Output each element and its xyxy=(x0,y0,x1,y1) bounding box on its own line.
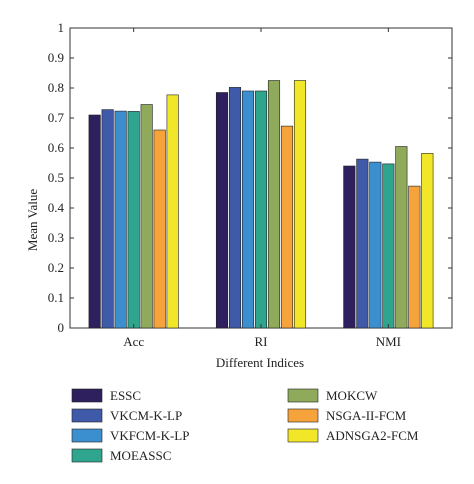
legend-item: MOEASSC xyxy=(71,448,171,463)
bar-vkfcm-k-lp-acc xyxy=(114,110,127,329)
bar-moeassc-ri xyxy=(254,90,268,329)
legend-label: NSGA-II-FCM xyxy=(326,408,407,423)
bar-essc-nmi xyxy=(343,165,356,329)
bar-vkfcm-k-lp-nmi xyxy=(369,161,382,329)
bar-vkfcm-k-lp-ri xyxy=(241,90,255,329)
bar-vkcm-k-lp-nmi xyxy=(356,158,369,329)
y-tick-label: 0.1 xyxy=(48,290,64,305)
legend-item: VKCM-K-LP xyxy=(71,408,182,423)
legend-item: ESSC xyxy=(71,388,141,403)
bar-moeassc-nmi xyxy=(382,163,395,329)
x-tick-label: Acc xyxy=(123,334,144,349)
y-tick-label: 0.9 xyxy=(48,50,64,65)
y-tick-label: 0.4 xyxy=(48,200,65,215)
bar-nsga-ii-fcm-ri xyxy=(280,125,294,329)
bar-essc-ri xyxy=(215,92,229,329)
x-tick-label: RI xyxy=(255,334,268,349)
y-tick-label: 0.2 xyxy=(48,260,64,275)
y-tick-label: 0 xyxy=(58,320,65,335)
bar-adnsga2-fcm-nmi xyxy=(421,153,434,329)
legend-swatch xyxy=(71,408,103,423)
x-axis-title: Different Indices xyxy=(216,355,304,370)
legend-label: MOEASSC xyxy=(110,448,171,463)
y-tick-label: 0.3 xyxy=(48,230,64,245)
legend-swatch xyxy=(71,428,103,443)
y-tick-label: 0.8 xyxy=(48,80,64,95)
legend-label: VKFCM-K-LP xyxy=(110,428,189,443)
y-tick-label: 0.6 xyxy=(48,140,65,155)
bar-vkcm-k-lp-ri xyxy=(228,87,242,329)
legend-item: VKFCM-K-LP xyxy=(71,428,189,443)
legend-swatch xyxy=(287,408,319,423)
legend-label: ADNSGA2-FCM xyxy=(326,428,419,443)
bar-vkcm-k-lp-acc xyxy=(101,109,114,329)
bar-adnsga2-fcm-ri xyxy=(293,80,307,329)
legend-swatch xyxy=(71,448,103,463)
bar-nsga-ii-fcm-acc xyxy=(153,129,166,329)
bar-mokcw-ri xyxy=(267,80,281,329)
bar-mokcw-acc xyxy=(140,104,153,329)
legend-label: MOKCW xyxy=(326,388,378,403)
bar-nsga-ii-fcm-nmi xyxy=(408,185,421,329)
x-tick-label: NMI xyxy=(376,334,401,349)
y-tick-label: 1 xyxy=(58,20,65,35)
bar-adnsga2-fcm-acc xyxy=(166,94,179,329)
y-axis-title: Mean Value xyxy=(25,189,40,251)
y-tick-label: 0.7 xyxy=(48,110,65,125)
legend-item: MOKCW xyxy=(287,388,378,403)
legend-swatch xyxy=(287,428,319,443)
y-tick-label: 0.5 xyxy=(48,170,64,185)
bar-moeassc-acc xyxy=(127,111,140,329)
legend-label: VKCM-K-LP xyxy=(110,408,182,423)
legend-swatch xyxy=(71,388,103,403)
legend-swatch xyxy=(287,388,319,403)
legend-item: ADNSGA2-FCM xyxy=(287,428,419,443)
legend-label: ESSC xyxy=(110,388,141,403)
legend-item: NSGA-II-FCM xyxy=(287,408,407,423)
bar-mokcw-nmi xyxy=(395,146,408,329)
bar-essc-acc xyxy=(88,114,101,329)
